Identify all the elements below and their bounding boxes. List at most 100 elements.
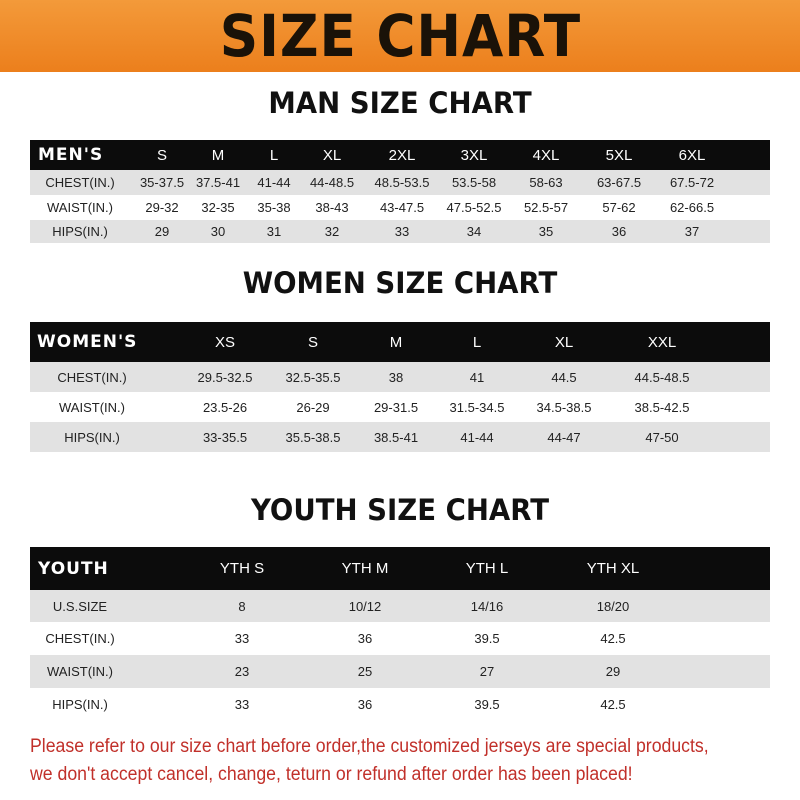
measurement-label: WAIST(IN.) <box>47 664 113 679</box>
measurement-value: 29-32 <box>145 200 179 215</box>
table-title-cell: MEN'S <box>38 145 104 165</box>
measurement-value: 41-44 <box>257 175 291 190</box>
table-row: WAIST(IN.) 23.5-26 26-29 29-31.5 31.5-34.5 34… <box>30 392 770 422</box>
table-row: HIPS(IN.) 33-35.5 35.5-38.5 38.5-41 41-44 44-… <box>30 422 770 452</box>
measurement-value: 35 <box>538 224 554 239</box>
measurement-value: 35.5-38.5 <box>285 429 341 445</box>
measurement-value: 41 <box>469 369 485 385</box>
size-header-cell: XS <box>214 333 236 351</box>
measurement-value: 37.5-41 <box>195 175 241 190</box>
measurement-value: 39.5 <box>474 696 500 712</box>
men-size-table: MEN'S S M L XL 2XL 3XL 4XL 5XL 6XL CHEST(IN.) 35-37… <box>30 140 770 243</box>
measurement-value: 34 <box>466 224 482 239</box>
size-header-cell: M <box>211 146 225 164</box>
banner-title: SIZE CHART <box>219 2 581 70</box>
measurement-value: 38-43 <box>315 200 349 215</box>
measurement-value: 33-35.5 <box>202 429 248 445</box>
measurement-label: HIPS(IN.) <box>52 696 108 712</box>
measurement-value: 33 <box>234 631 250 646</box>
size-header-cell: L <box>472 333 482 351</box>
measurement-label: WAIST(IN.) <box>59 399 125 415</box>
notice-line-2: we don't accept cancel, change, teturn o… <box>30 764 633 785</box>
table-title-cell: WOMEN'S <box>37 332 138 352</box>
table-row: CHEST(IN.) 33 36 39.5 42.5 <box>30 622 770 655</box>
measurement-value: 47.5-52.5 <box>446 200 502 215</box>
women-size-table: WOMEN'S XS S M L XL XXL CHEST(IN.) 29.5-32.5 32.5… <box>30 322 770 452</box>
measurement-value: 41-44 <box>460 429 494 445</box>
measurement-value: 58-63 <box>529 175 563 190</box>
measurement-value: 52.5-57 <box>523 200 569 215</box>
measurement-value: 39.5 <box>474 631 500 646</box>
size-header-cell: S <box>307 333 319 351</box>
size-header-cell: 2XL <box>388 146 416 164</box>
measurement-value: 33 <box>394 224 410 239</box>
measurement-value: 32 <box>324 224 340 239</box>
size-header-cell: 5XL <box>605 146 633 164</box>
measurement-value: 8 <box>238 598 246 614</box>
size-header-cell: YTH XL <box>586 560 640 577</box>
size-header-cell: YTH L <box>465 560 509 577</box>
measurement-value: 29 <box>605 664 621 679</box>
measurement-value: 48.5-53.5 <box>374 175 430 190</box>
youth-size-table: YOUTH YTH S YTH M YTH L YTH XL U.S.SIZE 8 10/12… <box>30 547 770 720</box>
measurement-value: 14/16 <box>470 598 504 614</box>
table-row: WAIST(IN.) 23 25 27 29 <box>30 655 770 688</box>
measurement-label: HIPS(IN.) <box>52 224 108 239</box>
measurement-value: 44.5 <box>551 369 577 385</box>
measurement-value: 33 <box>234 696 250 712</box>
measurement-value: 42.5 <box>600 631 626 646</box>
measurement-label: CHEST(IN.) <box>45 175 115 190</box>
size-header-cell: YTH M <box>341 560 389 577</box>
table-row: CHEST(IN.) 35-37.5 37.5-41 41-44 44-48.5 48.5… <box>30 170 770 195</box>
measurement-value: 36 <box>611 224 627 239</box>
measurement-value: 43-47.5 <box>379 200 425 215</box>
size-header-cell: S <box>156 146 168 164</box>
measurement-label: WAIST(IN.) <box>47 200 113 215</box>
measurement-label: CHEST(IN.) <box>45 631 115 646</box>
size-header-cell: XL <box>554 333 574 351</box>
measurement-value: 67.5-72 <box>669 175 715 190</box>
measurement-value: 25 <box>357 664 373 679</box>
measurement-value: 31 <box>266 224 282 239</box>
measurement-value: 57-62 <box>602 200 636 215</box>
men-chart-title: MAN SIZE CHART <box>268 86 532 120</box>
measurement-value: 47-50 <box>645 429 679 445</box>
size-header-cell: M <box>389 333 403 351</box>
table-header-row: MEN'S S M L XL 2XL 3XL 4XL 5XL 6XL <box>30 140 770 170</box>
size-header-cell: 4XL <box>532 146 560 164</box>
measurement-value: 63-67.5 <box>596 175 642 190</box>
table-header-row: YOUTH YTH S YTH M YTH L YTH XL <box>30 547 770 590</box>
table-row: CHEST(IN.) 29.5-32.5 32.5-35.5 38 41 44.5 44.5… <box>30 362 770 392</box>
measurement-value: 18/20 <box>596 598 630 614</box>
size-header-cell: YTH S <box>219 560 265 577</box>
measurement-value: 53.5-58 <box>451 175 497 190</box>
table-title-cell: YOUTH <box>38 558 109 579</box>
measurement-value: 37 <box>684 224 700 239</box>
table-row: U.S.SIZE 8 10/12 14/16 18/20 <box>30 590 770 622</box>
women-chart-title: WOMEN SIZE CHART <box>242 266 558 300</box>
measurement-value: 38 <box>388 369 404 385</box>
measurement-label: CHEST(IN.) <box>57 369 127 385</box>
size-header-cell: L <box>269 146 279 164</box>
measurement-value: 10/12 <box>348 598 382 614</box>
measurement-value: 32-35 <box>201 200 235 215</box>
measurement-value: 34.5-38.5 <box>536 399 592 415</box>
size-header-cell: XL <box>322 146 342 164</box>
notice-line-1: Please refer to our size chart before or… <box>30 736 709 757</box>
measurement-value: 36 <box>357 696 373 712</box>
measurement-value: 29 <box>154 224 170 239</box>
size-header-cell: 3XL <box>460 146 488 164</box>
measurement-value: 29-31.5 <box>373 399 419 415</box>
table-row: HIPS(IN.) 33 36 39.5 42.5 <box>30 688 770 720</box>
measurement-label: HIPS(IN.) <box>64 429 120 445</box>
measurement-value: 26-29 <box>296 399 330 415</box>
size-chart-banner: SIZE CHART <box>0 0 800 72</box>
measurement-value: 35-37.5 <box>139 175 185 190</box>
table-header-row: WOMEN'S XS S M L XL XXL <box>30 322 770 362</box>
size-header-cell: 6XL <box>678 146 706 164</box>
measurement-value: 42.5 <box>600 696 626 712</box>
measurement-value: 29.5-32.5 <box>197 369 253 385</box>
table-row: HIPS(IN.) 29 30 31 32 33 34 35 36 37 <box>30 220 770 243</box>
measurement-value: 38.5-41 <box>373 429 419 445</box>
measurement-value: 23 <box>234 664 250 679</box>
